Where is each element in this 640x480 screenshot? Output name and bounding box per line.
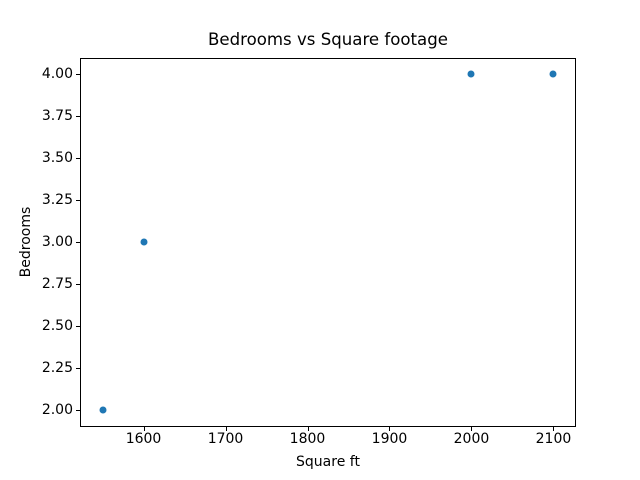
x-tick-label: 1800 <box>289 431 326 447</box>
y-tick-label: 3.25 <box>41 192 73 209</box>
y-tick-label: 2.50 <box>41 318 73 335</box>
chart-title: Bedrooms vs Square footage <box>208 30 448 49</box>
y-tick-mark <box>76 284 80 286</box>
x-tick-label: 1700 <box>207 431 244 447</box>
y-tick-mark <box>76 116 80 118</box>
y-tick-label: 3.50 <box>41 150 73 167</box>
x-tick-mark <box>471 427 473 432</box>
x-tick-mark <box>389 427 391 432</box>
data-point <box>140 238 148 246</box>
data-point <box>99 406 107 414</box>
x-tick-mark <box>143 427 145 432</box>
y-tick-mark <box>76 242 80 244</box>
y-tick-mark <box>76 368 80 370</box>
x-axis-label: Square ft <box>296 454 360 470</box>
y-tick-mark <box>76 74 80 76</box>
x-tick-mark <box>307 427 309 432</box>
y-tick-label: 4.00 <box>41 66 73 83</box>
y-tick-label: 2.25 <box>41 360 73 377</box>
y-tick-label: 3.75 <box>41 108 73 125</box>
y-tick-mark <box>76 410 80 412</box>
x-tick-mark <box>225 427 227 432</box>
x-tick-label: 2100 <box>535 431 572 447</box>
y-tick-label: 2.75 <box>41 276 73 293</box>
y-tick-mark <box>76 200 80 202</box>
y-tick-mark <box>76 158 80 160</box>
x-tick-mark <box>553 427 555 432</box>
data-point <box>549 70 557 78</box>
x-tick-label: 1600 <box>125 431 162 447</box>
x-tick-label: 2000 <box>453 431 490 447</box>
data-point <box>467 70 475 78</box>
x-tick-label: 1900 <box>371 431 408 447</box>
y-tick-mark <box>76 326 80 328</box>
plot-area <box>80 57 576 428</box>
y-tick-label: 3.00 <box>41 234 73 251</box>
y-tick-label: 2.00 <box>41 402 73 419</box>
